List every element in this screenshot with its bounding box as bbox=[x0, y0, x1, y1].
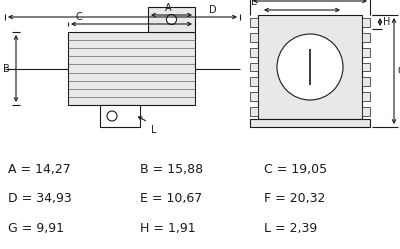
Bar bbox=[362, 107, 370, 116]
Text: A = 14,27: A = 14,27 bbox=[8, 163, 71, 176]
Bar bbox=[362, 92, 370, 101]
Bar bbox=[148, 7, 195, 32]
Text: F = 20,32: F = 20,32 bbox=[264, 192, 325, 205]
Text: B: B bbox=[3, 63, 10, 73]
Bar bbox=[250, 77, 258, 86]
Bar bbox=[250, 107, 258, 116]
Bar bbox=[250, 62, 258, 71]
Bar bbox=[362, 33, 370, 42]
Text: C = 19,05: C = 19,05 bbox=[264, 163, 327, 176]
Bar bbox=[68, 32, 195, 105]
Bar bbox=[362, 48, 370, 57]
Text: B = 15,88: B = 15,88 bbox=[140, 163, 203, 176]
Text: D = 34,93: D = 34,93 bbox=[8, 192, 72, 205]
Circle shape bbox=[107, 111, 117, 121]
Bar bbox=[258, 15, 362, 119]
Bar bbox=[100, 105, 140, 127]
Text: E: E bbox=[251, 0, 257, 7]
Text: C: C bbox=[75, 12, 82, 22]
Bar bbox=[250, 18, 258, 27]
Circle shape bbox=[277, 34, 343, 100]
Text: G = 9,91: G = 9,91 bbox=[8, 222, 64, 235]
Bar bbox=[250, 119, 370, 127]
Text: A: A bbox=[165, 3, 171, 13]
Text: H: H bbox=[383, 17, 390, 27]
Bar bbox=[362, 77, 370, 86]
Text: L = 2,39: L = 2,39 bbox=[264, 222, 317, 235]
Bar bbox=[250, 33, 258, 42]
Circle shape bbox=[166, 14, 176, 24]
Text: E = 10,67: E = 10,67 bbox=[140, 192, 202, 205]
Bar bbox=[250, 48, 258, 57]
Text: L: L bbox=[151, 125, 156, 135]
Bar bbox=[362, 18, 370, 27]
Text: G: G bbox=[398, 66, 400, 76]
Text: D: D bbox=[209, 5, 217, 15]
Bar bbox=[250, 92, 258, 101]
Text: H = 1,91: H = 1,91 bbox=[140, 222, 196, 235]
Bar bbox=[362, 62, 370, 71]
